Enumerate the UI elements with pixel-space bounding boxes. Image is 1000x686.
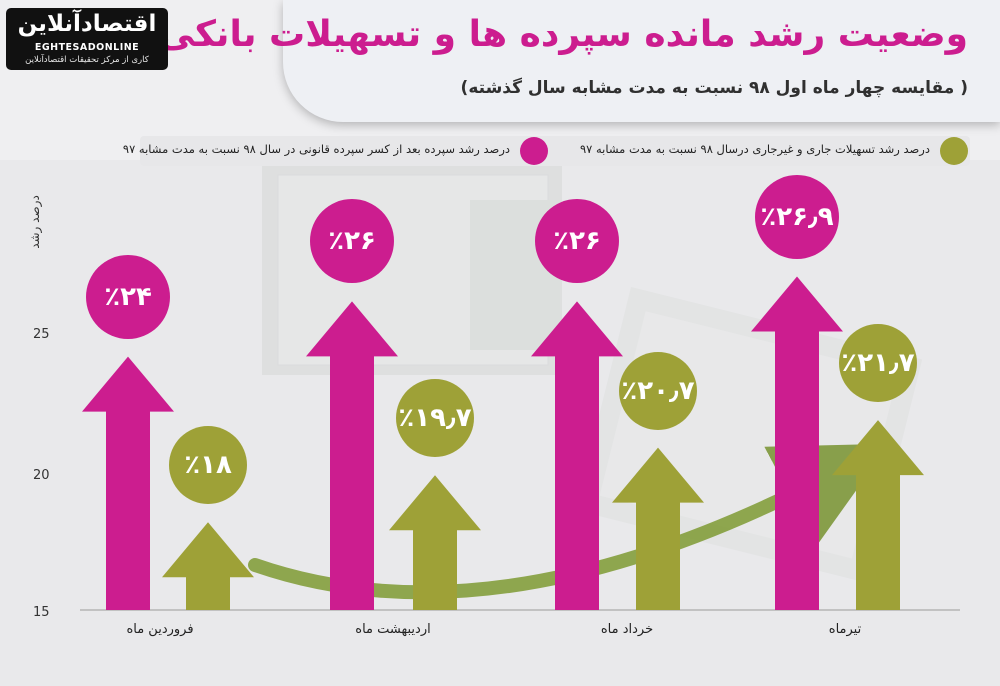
legend-dot-loan [940,137,968,165]
logo: اقتصادآنلاین EGHTESADONLINE کاری از مرکز… [6,8,168,70]
deposit-data-label: ٪۲۴ [86,254,170,339]
loan-data-label: ٪۲۰٫۷ [619,351,697,430]
loan-data-label: ٪۱۸ [169,426,247,505]
y-tick-label: 25 [33,327,50,342]
x-tick-label: خرداد ماه [600,622,654,637]
legend-label-deposit: درصد رشد سپرده بعد از کسر سپرده قانونی د… [122,142,510,156]
deposit-data-label: ٪۲۶٫۹ [755,174,839,259]
deposit-bar [751,276,843,610]
deposit-data-label: ٪۲۶ [535,199,619,284]
legend-dot-deposit [520,137,548,165]
trend-arrow [248,443,890,600]
deposit-bar [82,356,174,610]
deposit-data-label: ٪۲۶ [310,199,394,284]
x-tick-label: تیرماه [828,622,862,637]
legend-label-loan: درصد رشد تسهیلات جاری و غیرجاری درسال ۹۸… [579,142,930,156]
logo-english-text: EGHTESADONLINE [34,42,140,53]
loan-data-label: ٪۲۱٫۷ [839,324,917,403]
x-tick-label: اردیبهشت ماه [355,622,431,637]
legend-item-deposit: درصد رشد سپرده بعد از کسر سپرده قانونی د… [123,136,550,166]
legend-item-loan: درصد رشد تسهیلات جاری و غیرجاری درسال ۹۸… [560,136,970,166]
logo-tagline: کاری از مرکز تحقیقات اقتصادآنلاین [25,55,149,65]
y-tick-label: 15 [33,605,50,620]
page-title: وضعیت رشد مانده سپرده ها و تسهیلات بانکی [158,14,968,55]
bars [82,276,924,610]
loan-bar [162,522,254,610]
y-tick-label: 20 [33,468,50,483]
loan-bar [389,475,481,610]
loan-data-label: ٪۱۹٫۷ [396,379,474,458]
legend: درصد رشد سپرده بعد از کسر سپرده قانونی د… [123,136,970,166]
x-tick-label: فروردین ماه [126,622,194,637]
deposit-bar [306,301,398,610]
page-subtitle: ( مقایسه چهار ماه اول ۹۸ نسبت به مدت مشا… [460,78,968,98]
loan-bar [832,420,924,610]
logo-persian-text: اقتصادآنلاین [17,11,158,37]
header-card: وضعیت رشد مانده سپرده ها و تسهیلات بانکی… [158,0,1000,122]
loan-bar [612,447,704,610]
deposit-bar [531,301,623,610]
